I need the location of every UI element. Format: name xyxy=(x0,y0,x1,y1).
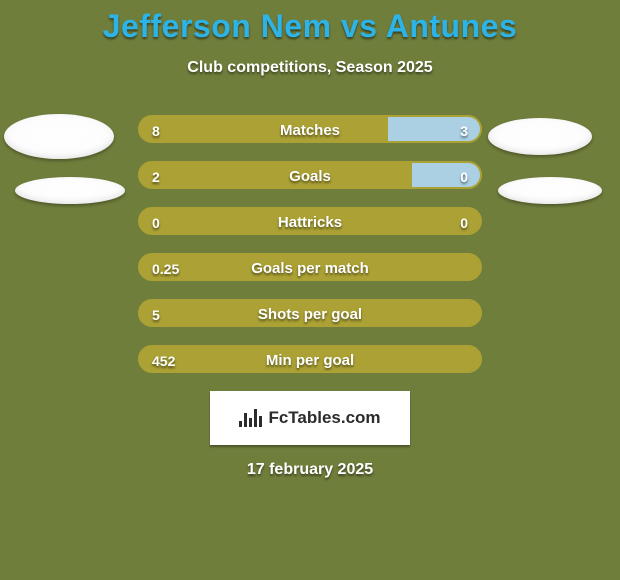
bar-right xyxy=(388,117,480,141)
bar-track: 0 Hattricks 0 xyxy=(138,207,482,235)
page-title: Jefferson Nem vs Antunes xyxy=(0,0,620,45)
logo-box: FcTables.com xyxy=(210,391,410,445)
bar-left xyxy=(140,301,480,325)
bar-left xyxy=(140,209,480,233)
bar-left xyxy=(140,347,480,371)
stat-row: 0.25 Goals per match xyxy=(0,253,620,281)
logo-bars-icon xyxy=(239,409,262,427)
logo: FcTables.com xyxy=(239,408,380,428)
logo-text: FcTables.com xyxy=(268,408,380,428)
bar-track: 2 Goals 0 xyxy=(138,161,482,189)
stat-row: 452 Min per goal xyxy=(0,345,620,373)
page-subtitle: Club competitions, Season 2025 xyxy=(0,59,620,77)
stat-row: 8 Matches 3 xyxy=(0,115,620,143)
bar-left xyxy=(140,117,375,141)
bar-right xyxy=(412,163,480,187)
bar-track: 452 Min per goal xyxy=(138,345,482,373)
date-line: 17 february 2025 xyxy=(0,461,620,479)
bar-track: 5 Shots per goal xyxy=(138,299,482,327)
bar-track: 0.25 Goals per match xyxy=(138,253,482,281)
bar-track: 8 Matches 3 xyxy=(138,115,482,143)
page-root: Jefferson Nem vs Antunes Club competitio… xyxy=(0,0,620,580)
stat-row: 2 Goals 0 xyxy=(0,161,620,189)
stat-row: 0 Hattricks 0 xyxy=(0,207,620,235)
bar-left xyxy=(140,255,480,279)
bar-left xyxy=(140,163,402,187)
stat-row: 5 Shots per goal xyxy=(0,299,620,327)
